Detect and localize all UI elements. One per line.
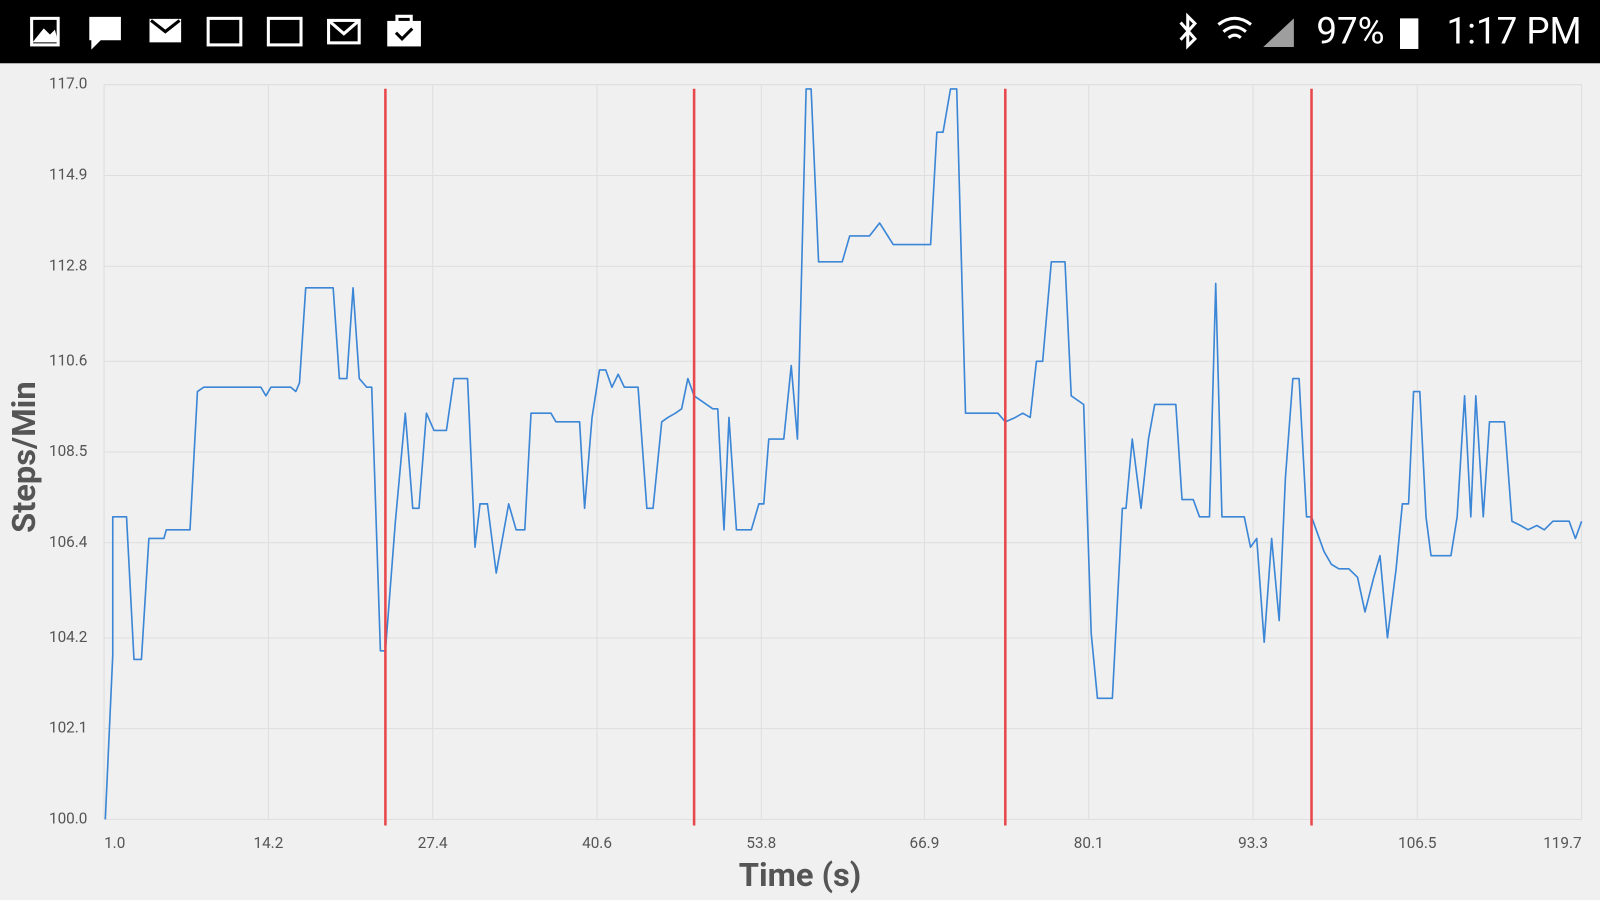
notification-icons [30,14,421,50]
y-tick-label: 100.0 [49,809,87,827]
icon-gmail-m [327,19,361,36]
y-tick-label: 114.9 [49,165,87,183]
icon-app-1 [206,16,243,47]
x-tick-label: 1.0 [104,834,125,852]
battery-percent: 97% [1316,9,1384,52]
x-tick-label: 66.9 [909,834,939,852]
x-tick-label: 53.8 [746,834,776,852]
icon-gallery-glyph [32,28,59,43]
y-tick-label: 106.4 [49,533,88,551]
icon-app-2 [266,16,303,47]
icon-gallery [30,16,60,47]
icon-gmail [327,18,361,45]
x-tick-label: 106.5 [1398,834,1436,852]
x-tick-label: 27.4 [418,834,448,852]
icon-wifi [1217,16,1252,39]
icon-bluetooth [1179,12,1197,50]
status-bar-bg [0,0,1600,64]
x-tick-label: 119.7 [1543,834,1581,852]
y-tick-label: 108.5 [49,442,87,460]
icon-task-handle [395,14,413,23]
y-tick-label: 110.6 [49,351,87,369]
icon-signal [1263,18,1294,47]
x-tick-label: 93.3 [1238,834,1268,852]
system-icons [1179,12,1419,50]
x-tick-label: 40.6 [582,834,612,852]
plot-area: 100.0 102.1 104.2 106.4 108.5 110.6 112.8 114.9… [49,75,1583,852]
x-tick-label: 80.1 [1074,834,1104,852]
y-axis-title: Steps/Min [5,381,43,533]
data-line [104,88,1583,820]
y-tick-label: 112.8 [49,256,87,274]
status-bar: 97% 1:17 PM [0,0,1600,64]
y-tick-label: 102.1 [49,719,87,737]
icon-task [387,20,421,47]
x-tick-label: 14.2 [253,834,283,852]
icon-email-flap [150,19,181,34]
icon-message [89,16,121,50]
icon-task-check [394,27,414,41]
clock: 1:17 PM [1446,9,1581,52]
icon-battery [1400,18,1419,49]
x-axis-title: Time (s) [739,856,862,894]
y-tick-label: 117.0 [49,75,87,93]
y-tick-label: 104.2 [49,628,88,646]
